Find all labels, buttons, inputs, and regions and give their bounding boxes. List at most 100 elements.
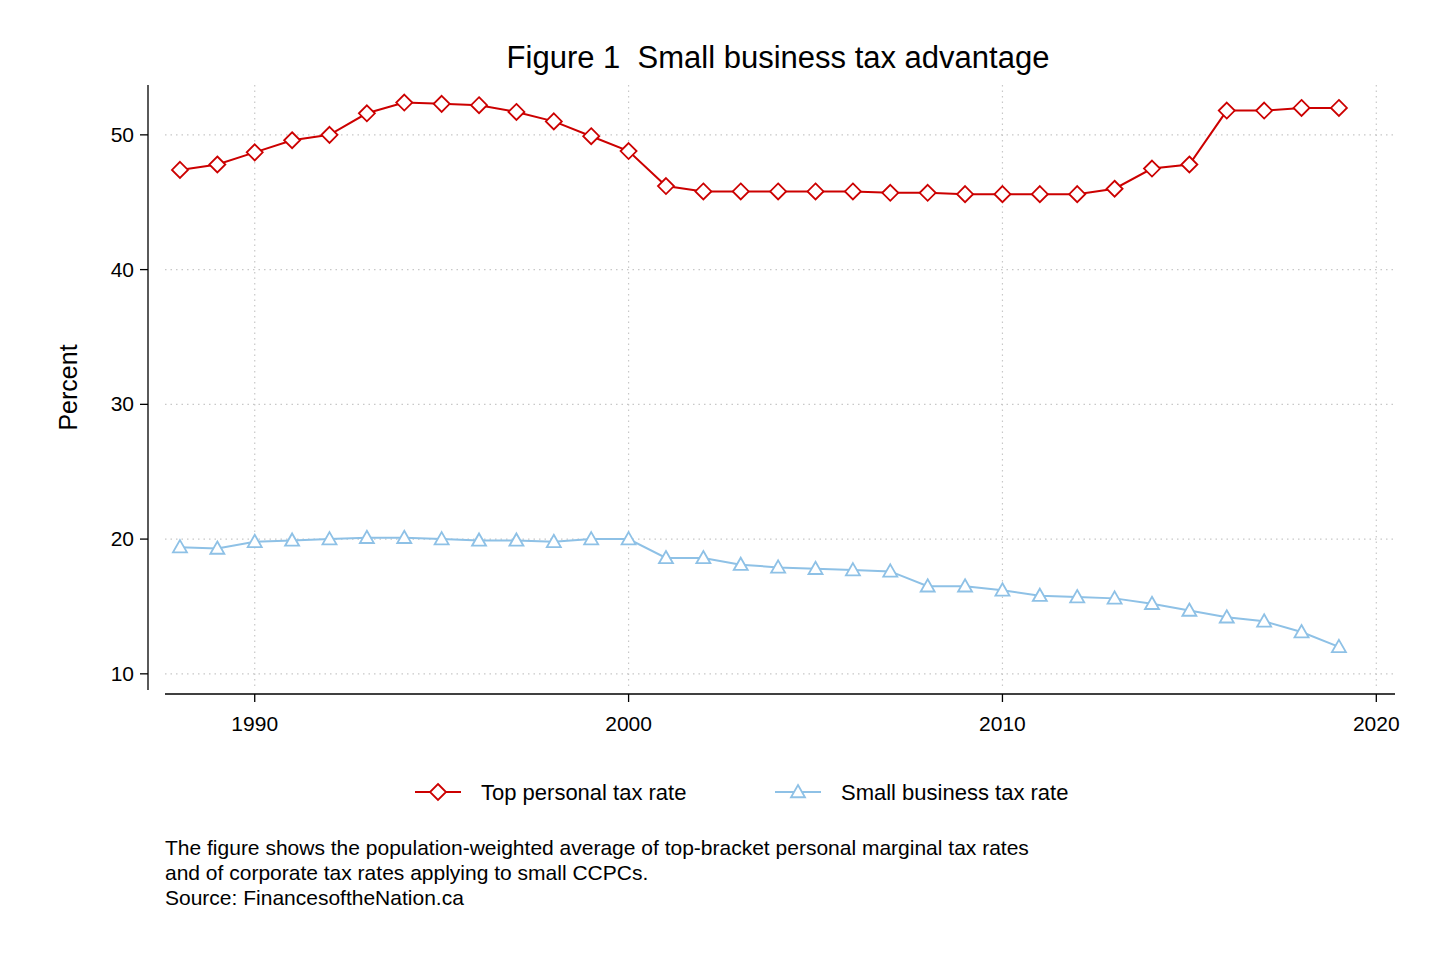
series-marker [958,579,972,591]
series-marker [808,183,824,199]
series-marker [472,533,486,545]
series-marker [1033,589,1047,601]
series-marker [1144,161,1160,177]
series-marker [1069,186,1085,202]
grid-line [254,85,255,690]
series-marker [397,531,411,543]
series-marker [1108,591,1122,603]
series-marker [1331,100,1347,116]
series-marker [1182,604,1196,616]
series-marker [583,128,599,144]
series-marker [360,531,374,543]
series-marker [1107,181,1123,197]
series-marker [1257,614,1271,626]
y-tick-label: 20 [111,527,134,550]
y-tick-label: 10 [111,662,134,685]
series-marker [733,183,749,199]
series-marker [209,156,225,172]
series-marker [359,105,375,121]
x-tick [628,694,629,702]
grid-line [628,85,629,690]
series-marker [659,551,673,563]
series-marker [584,532,598,544]
x-tick-label: 1990 [231,712,278,735]
grid-line [1376,85,1377,690]
series-marker [882,185,898,201]
note: The figure shows the population-weighted… [165,836,1029,859]
x-tick-label: 2020 [1353,712,1400,735]
legend-label: Small business tax rate [841,780,1068,805]
note: Source: FinancesoftheNation.ca [165,886,464,909]
series-marker [1219,103,1235,119]
series-marker [546,113,562,129]
series-marker [995,583,1009,595]
series-marker [734,558,748,570]
series-marker [509,533,523,545]
series-marker [396,95,412,111]
x-tick [254,694,255,702]
y-tick-label: 30 [111,392,134,415]
series-marker [770,183,786,199]
series-marker [1256,103,1272,119]
x-tick-label: 2000 [605,712,652,735]
y-tick [140,134,148,135]
series-marker [771,560,785,572]
y-tick [140,404,148,405]
grid-line [165,673,1395,674]
series-marker [883,564,897,576]
y-axis [147,85,148,690]
note: and of corporate tax rates applying to s… [165,861,648,884]
series-marker [1220,610,1234,622]
y-tick-label: 50 [111,123,134,146]
grid-line [165,269,1395,270]
series-marker [434,96,450,112]
x-axis [165,693,1395,694]
plot-area [172,95,1347,653]
series-marker [508,104,524,120]
series-marker [1295,625,1309,637]
legend-marker [430,784,446,800]
legend-label: Top personal tax rate [481,780,686,805]
series-marker [435,532,449,544]
grid-line [165,404,1395,405]
x-tick [1376,694,1377,702]
series-marker [285,533,299,545]
x-tick [1002,694,1003,702]
series-marker [1145,597,1159,609]
series-marker [845,183,861,199]
series-line [180,538,1339,647]
series-marker [994,186,1010,202]
series-marker [1332,640,1346,652]
series-marker [1181,156,1197,172]
series-marker [846,563,860,575]
series-marker [471,97,487,113]
title: Figure 1 Small business tax advantage [507,40,1050,75]
y-tick [140,269,148,270]
series-line [180,103,1339,195]
series-marker [547,535,561,547]
series-marker [920,185,936,201]
y-tick [140,538,148,539]
series-marker [621,143,637,159]
series-marker [696,551,710,563]
series-marker [248,535,262,547]
series-marker [921,579,935,591]
series-marker [957,186,973,202]
x-tick-label: 2010 [979,712,1026,735]
series-marker [1070,590,1084,602]
y-tick [140,673,148,674]
series-marker [622,532,636,544]
series-marker [247,144,263,160]
y-tick-label: 40 [111,258,134,281]
series-marker [210,542,224,554]
legend-marker [791,785,805,797]
series-marker [658,178,674,194]
grid-line [1002,85,1003,690]
series-marker [173,540,187,552]
y-axis-label: Percent [54,344,82,430]
series-marker [172,162,188,178]
series-marker [1032,186,1048,202]
series-marker [695,183,711,199]
series-marker [284,132,300,148]
series-marker [322,532,336,544]
